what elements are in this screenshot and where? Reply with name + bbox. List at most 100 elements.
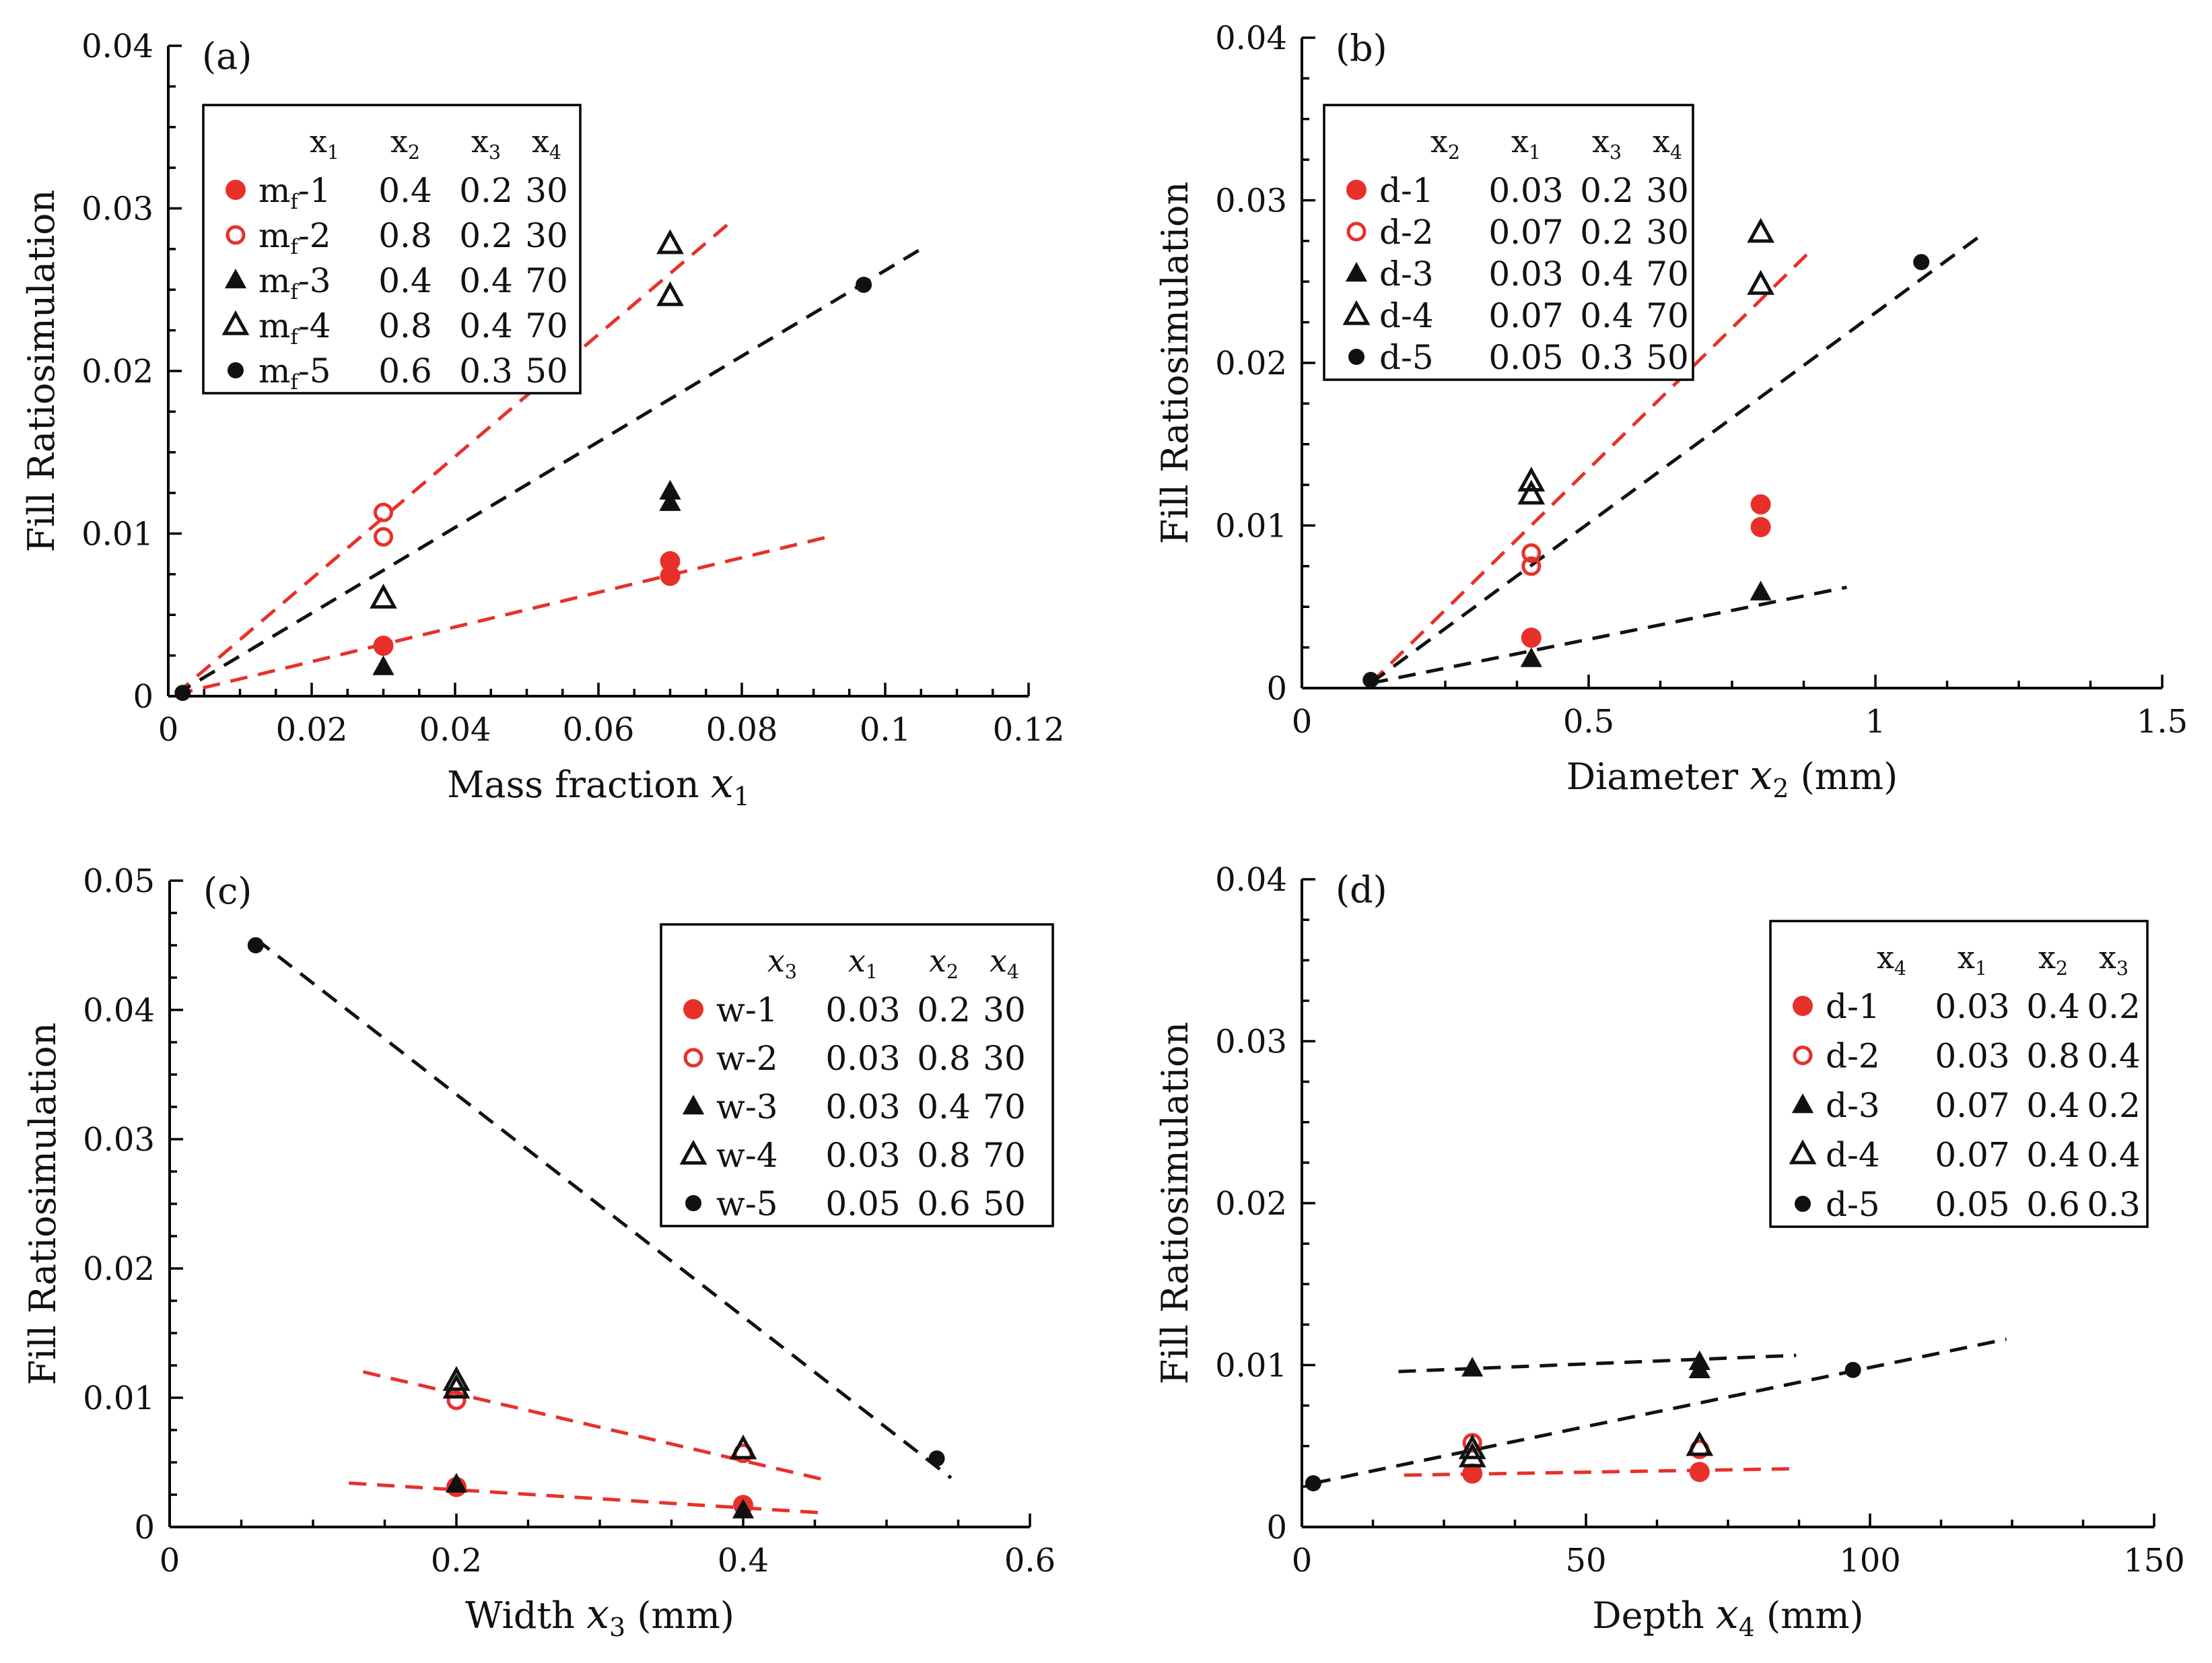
legend-label: d-1 [1826, 987, 1880, 1026]
legend-value: 0.2 [917, 990, 971, 1029]
legend-value: 0.03 [1488, 171, 1563, 210]
legend-marker [683, 1048, 703, 1068]
legend-marker [1346, 180, 1367, 200]
data-point-d-1 [1750, 494, 1771, 515]
legend-header: x2 [1430, 123, 1460, 164]
legend-marker [221, 310, 250, 335]
x-tick-label: 0 [160, 1542, 180, 1580]
legend-marker [1793, 996, 1813, 1016]
trend-line [254, 937, 953, 1480]
legend-value: 0.8 [917, 1039, 971, 1078]
data-point-w-4 [442, 1373, 471, 1399]
legend-label: w-1 [716, 990, 778, 1029]
trend-line [362, 1370, 823, 1481]
legend-label: d-5 [1826, 1185, 1880, 1224]
data-point-d-3 [1688, 1358, 1710, 1378]
x-tick-label: 0 [1292, 703, 1313, 741]
legend-header: x2 [2038, 939, 2068, 980]
x-tick-label: 1.5 [2137, 703, 2188, 741]
legend: x1 x2 x3 x4 mf-1 0.4 0.2 30 mf-2 0.8 0.2 30 mf-3 0.4 0… [202, 104, 582, 395]
data-point-d-2 [1521, 556, 1542, 576]
y-tick-label: 0.04 [83, 992, 155, 1029]
data-point-w-3 [445, 1472, 468, 1493]
legend-box [1769, 920, 2149, 1228]
y-tick-label: 0.03 [1215, 1023, 1287, 1061]
data-point-d-5 [1305, 1475, 1321, 1492]
legend-box [660, 923, 1054, 1227]
legend-header: x2 [929, 943, 959, 983]
legend-value: 30 [1646, 213, 1689, 252]
y-tick-label: 0.01 [1215, 508, 1287, 545]
legend-label: mf-4 [258, 306, 331, 349]
legend-marker [226, 180, 246, 200]
legend-value: 0.4 [2026, 987, 2080, 1026]
x-axis-title: Diameter x2 (mm) [1566, 752, 1898, 803]
legend-label: mf-2 [258, 216, 331, 259]
y-tick-label: 0.02 [1215, 1185, 1287, 1223]
x-axis-title: Mass fraction x1 [447, 760, 750, 811]
data-point-mf-4 [370, 583, 397, 609]
legend-value: 0.8 [2026, 1037, 2080, 1076]
legend-box [1323, 104, 1694, 381]
legend-value: 0.2 [2087, 987, 2141, 1026]
legend: x2 x1 x3 x4d-1 0.03 0.2 30d-2 0.07 0.2 30d-3 0.03 0… [1323, 104, 1694, 381]
legend-value: 0.3 [459, 351, 513, 391]
legend-value: 70 [1646, 296, 1689, 335]
legend-value: 0.03 [1488, 254, 1563, 294]
legend-label: w-2 [716, 1039, 778, 1078]
chart-panel-a: 0 0.02 0.04 0.06 0.08 0.1 0.12 0 0.01 0.02 0.03 0.0… [20, 28, 1064, 811]
data-point-w-4 [442, 1365, 471, 1391]
data-point-d-4 [1747, 269, 1774, 295]
legend-marker [1345, 262, 1368, 282]
legend-value: 0.07 [1488, 296, 1563, 335]
data-point-d-5 [1844, 1361, 1861, 1378]
x-tick-label: 0.04 [419, 711, 491, 749]
trend-line [1369, 248, 1814, 685]
legend-value: 0.07 [1935, 1086, 2009, 1125]
y-tick-label: 0.03 [1215, 182, 1287, 220]
data-point-d-1 [1689, 1462, 1710, 1483]
legend-value: 30 [983, 990, 1026, 1029]
panel-label: (b) [1336, 27, 1387, 69]
y-tick-label: 0 [134, 1509, 155, 1547]
legend-marker [1789, 1139, 1817, 1165]
legend-value: 0.4 [2087, 1037, 2141, 1076]
legend-value: 0.03 [1935, 1037, 2009, 1076]
legend-label: w-3 [716, 1087, 778, 1126]
data-point-mf-3 [659, 491, 681, 511]
legend-value: 70 [525, 261, 568, 300]
legend-box [202, 104, 582, 395]
data-point-mf-5 [174, 685, 191, 702]
data-point-mf-3 [659, 479, 681, 500]
legend-value: 50 [1646, 338, 1689, 377]
x-tick-label: 0 [1292, 1542, 1313, 1580]
legend-value: 0.6 [378, 351, 432, 391]
x-tick-label: 0.06 [563, 711, 635, 749]
legend-value: 70 [525, 306, 568, 345]
x-axis-title: Width x3 (mm) [465, 1591, 734, 1642]
legend-value: 50 [525, 351, 568, 391]
y-tick-label: 0 [1266, 670, 1287, 708]
legend-value: 0.2 [459, 216, 513, 255]
x-tick-label: 0.1 [860, 711, 911, 749]
panel-label: (c) [203, 870, 252, 912]
y-axis-title: Fill Ratiosimulation [22, 1023, 64, 1386]
data-point-d-5 [1913, 254, 1930, 271]
legend-label: w-5 [716, 1184, 778, 1223]
x-tick-label: 1 [1865, 703, 1886, 741]
data-point-d-4 [1458, 1442, 1486, 1468]
y-tick-label: 0.03 [83, 1121, 155, 1159]
legend-value: 50 [983, 1184, 1026, 1223]
legend-value: 0.05 [1935, 1185, 2009, 1224]
data-point-d-1 [1750, 516, 1771, 537]
legend-label: d-2 [1826, 1037, 1880, 1076]
y-tick-label: 0 [1266, 1509, 1287, 1547]
chart-panel-b: 0 0.5 1 1.5 0 0.01 0.02 0.03 0.04 Diameter x2 (mm… [1154, 20, 2188, 803]
legend-value: 0.2 [459, 171, 513, 210]
legend-value: 0.03 [825, 1136, 900, 1175]
legend-value: 30 [525, 171, 568, 210]
legend-value: 0.3 [1580, 338, 1634, 377]
data-point-d-4 [1458, 1434, 1486, 1460]
x-tick-label: 0 [158, 711, 179, 749]
legend-value: 0.03 [825, 1087, 900, 1126]
